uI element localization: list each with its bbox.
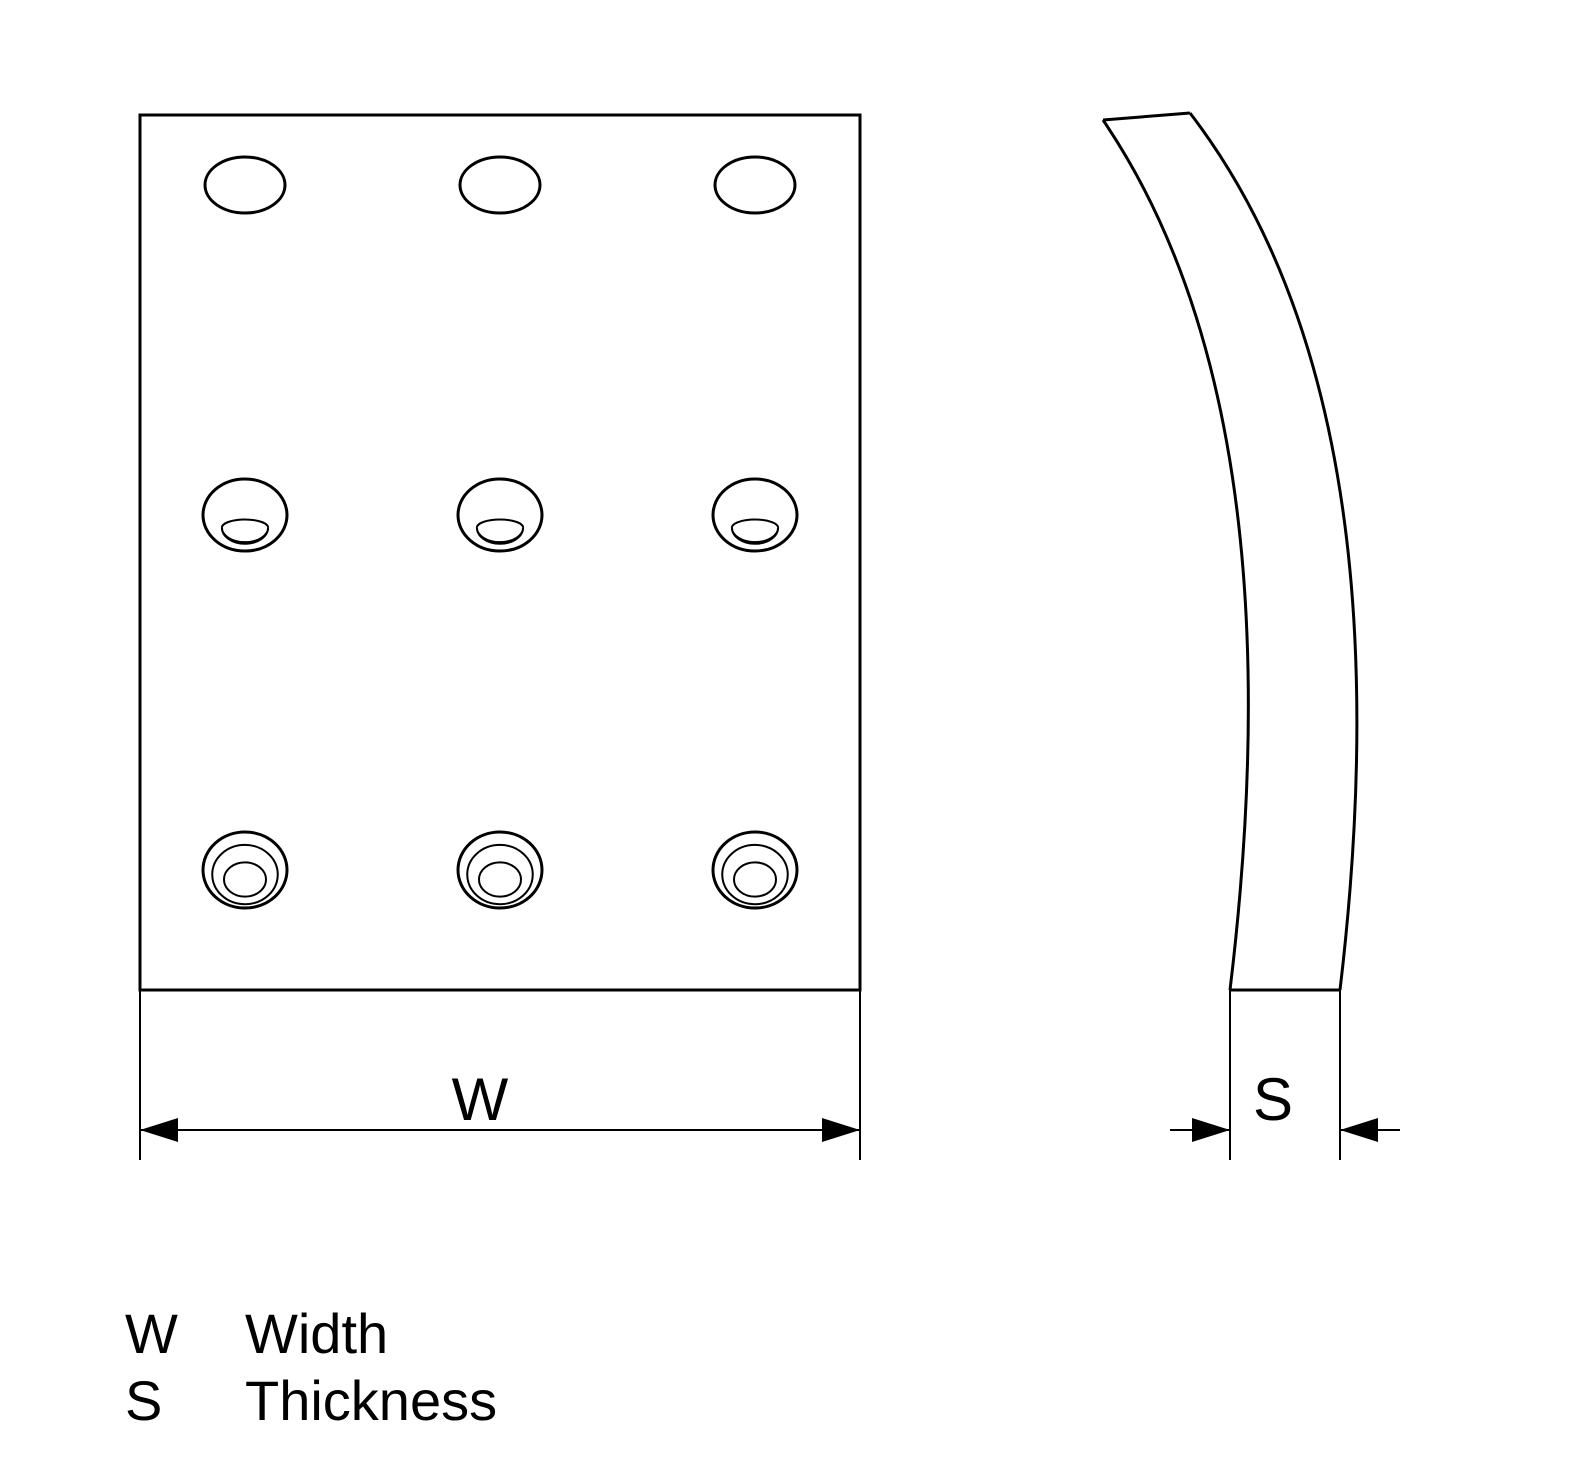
side-outer-curve xyxy=(1190,113,1357,990)
legend-desc: Width xyxy=(245,1300,388,1367)
side-top-edge xyxy=(1103,113,1190,120)
hole-outer xyxy=(458,479,542,551)
diagram-canvas: WS WWidthSThickness xyxy=(0,0,1594,1470)
hole-mid xyxy=(212,845,278,904)
legend-desc: Thickness xyxy=(245,1367,497,1434)
hole-inner xyxy=(734,862,776,896)
hole-bore xyxy=(477,528,523,544)
technical-drawing-svg: WS xyxy=(0,0,1594,1470)
legend-key: S xyxy=(125,1367,245,1434)
hole-outer xyxy=(713,479,797,551)
hole-bore-top xyxy=(477,519,523,527)
dim-S-label: S xyxy=(1253,1066,1293,1133)
dim-arrowhead xyxy=(822,1118,860,1142)
dim-arrowhead xyxy=(140,1118,178,1142)
dim-arrowhead xyxy=(1192,1118,1230,1142)
hole-bore-top xyxy=(222,519,268,527)
dim-W-label: W xyxy=(452,1066,509,1133)
side-inner-curve xyxy=(1103,120,1248,990)
hole-bore-top xyxy=(732,520,778,528)
hole-mid xyxy=(467,845,533,904)
hole-inner xyxy=(224,862,266,896)
hole-inner xyxy=(479,862,521,896)
legend-row: WWidth xyxy=(125,1300,497,1367)
hole-outer xyxy=(203,479,287,551)
legend-row: SThickness xyxy=(125,1367,497,1434)
hole-bore xyxy=(222,528,268,544)
hole-ellipse xyxy=(460,157,540,213)
hole-mid xyxy=(722,845,788,904)
hole-ellipse xyxy=(205,157,285,213)
dim-arrowhead xyxy=(1340,1118,1378,1142)
hole-bore xyxy=(732,528,778,544)
legend-key: W xyxy=(125,1300,245,1367)
hole-ellipse xyxy=(715,157,795,213)
legend: WWidthSThickness xyxy=(125,1300,497,1434)
